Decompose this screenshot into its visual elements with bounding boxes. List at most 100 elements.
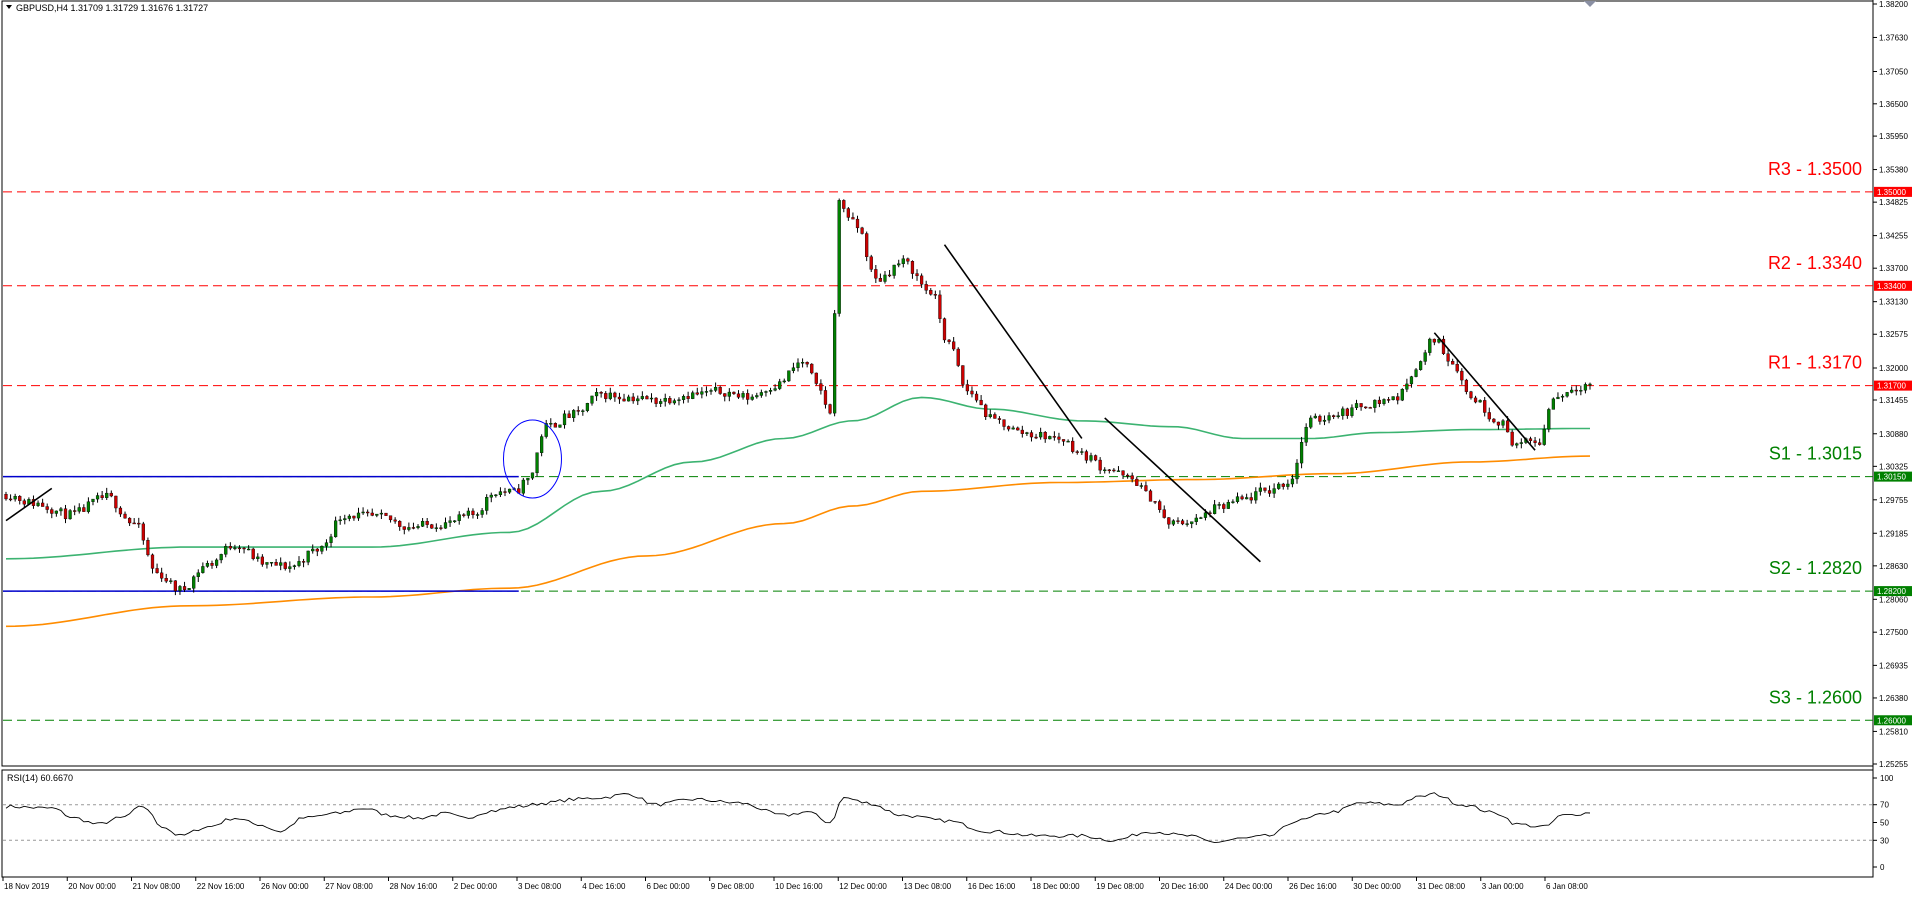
bearish-candle bbox=[869, 256, 873, 270]
bullish-candle bbox=[485, 497, 489, 511]
bullish-candle bbox=[791, 367, 796, 371]
bearish-candle bbox=[425, 521, 429, 525]
bullish-candle bbox=[338, 519, 342, 522]
fast-moving-average-line bbox=[5, 396, 1590, 560]
bullish-candle bbox=[1277, 483, 1281, 489]
bullish-candle bbox=[636, 398, 640, 402]
support-price-tag-label: 1.30150 bbox=[1877, 473, 1906, 482]
bullish-candle bbox=[1171, 520, 1176, 525]
bearish-candle bbox=[132, 522, 136, 525]
price-tick-label: 1.35380 bbox=[1879, 166, 1908, 175]
bearish-candle bbox=[503, 491, 507, 493]
bullish-candle bbox=[1309, 417, 1313, 428]
bearish-candle bbox=[63, 508, 68, 520]
bearish-candle bbox=[851, 217, 855, 220]
bearish-candle bbox=[1574, 389, 1578, 392]
bearish-candle bbox=[1075, 451, 1079, 453]
bearish-candle bbox=[1483, 400, 1487, 413]
bullish-candle bbox=[608, 392, 612, 399]
bearish-candle bbox=[1318, 415, 1322, 422]
bearish-candle bbox=[1093, 455, 1098, 461]
bullish-candle bbox=[13, 496, 17, 500]
bearish-candle bbox=[915, 273, 919, 277]
symbol-info-label: GBPUSD,H4 1.31709 1.31729 1.31676 1.3172… bbox=[16, 3, 208, 13]
bullish-candle bbox=[489, 494, 493, 498]
bearish-candle bbox=[228, 546, 232, 549]
bullish-candle bbox=[1400, 389, 1404, 401]
bearish-candle bbox=[622, 398, 626, 402]
bearish-candle bbox=[1505, 420, 1510, 433]
time-tick-label: 31 Dec 08:00 bbox=[1418, 882, 1466, 891]
bullish-candle bbox=[1245, 497, 1249, 500]
time-tick-label: 19 Dec 08:00 bbox=[1096, 882, 1144, 891]
bullish-candle bbox=[581, 410, 585, 412]
bearish-candle bbox=[388, 515, 393, 521]
bearish-candle bbox=[402, 526, 406, 530]
bullish-candle bbox=[1299, 442, 1304, 464]
bullish-candle bbox=[1116, 470, 1121, 472]
bullish-candle bbox=[585, 403, 590, 411]
bearish-candle bbox=[924, 284, 928, 291]
bullish-candle bbox=[214, 559, 219, 566]
time-tick-label: 3 Dec 08:00 bbox=[518, 882, 562, 891]
time-tick-label: 22 Nov 16:00 bbox=[197, 882, 245, 891]
bullish-candle bbox=[1039, 432, 1043, 438]
bullish-candle bbox=[1551, 398, 1555, 410]
support-price-tag bbox=[1874, 715, 1912, 726]
bearish-candle bbox=[1496, 421, 1501, 426]
bearish-candle bbox=[993, 414, 997, 419]
time-tick-label: 18 Dec 00:00 bbox=[1032, 882, 1080, 891]
bearish-candle bbox=[1144, 485, 1148, 492]
time-tick-label: 24 Dec 00:00 bbox=[1225, 882, 1273, 891]
bullish-candle bbox=[379, 512, 384, 515]
bearish-candle bbox=[1538, 442, 1542, 445]
bearish-candle bbox=[1130, 475, 1134, 480]
time-tick-label: 28 Nov 16:00 bbox=[390, 882, 438, 891]
collapse-arrow-icon[interactable] bbox=[6, 5, 12, 9]
bullish-candle bbox=[265, 562, 269, 565]
bearish-candle bbox=[1112, 469, 1116, 472]
price-panel-frame bbox=[1, 0, 1874, 767]
slow-moving-average-line bbox=[5, 455, 1591, 628]
bullish-candle bbox=[562, 413, 567, 426]
price-tick-label: 1.28630 bbox=[1879, 562, 1908, 571]
bearish-candle bbox=[984, 404, 988, 418]
support-price-tag bbox=[1874, 471, 1912, 482]
bullish-candle bbox=[361, 511, 365, 514]
chart-shift-marker-icon[interactable] bbox=[1584, 1, 1596, 7]
resistance-price-tag bbox=[1874, 380, 1912, 391]
price-tick-label: 1.34825 bbox=[1879, 198, 1908, 207]
bearish-candle bbox=[718, 387, 722, 394]
bearish-candle bbox=[1148, 490, 1153, 502]
bearish-candle bbox=[1125, 474, 1130, 477]
bullish-candle bbox=[1212, 504, 1217, 514]
bullish-candle bbox=[626, 396, 631, 402]
bearish-candle bbox=[1043, 432, 1047, 440]
bullish-candle bbox=[659, 401, 663, 404]
bullish-candle bbox=[306, 550, 310, 563]
bullish-candle bbox=[105, 492, 109, 498]
bearish-candle bbox=[462, 514, 466, 516]
bullish-candle bbox=[1139, 485, 1143, 487]
bearish-candle bbox=[210, 563, 214, 566]
price-tick-label: 1.35950 bbox=[1879, 132, 1908, 141]
bullish-candle bbox=[247, 548, 251, 551]
bullish-candle bbox=[1194, 517, 1198, 522]
bullish-candle bbox=[590, 395, 594, 404]
bearish-candle bbox=[846, 208, 850, 218]
bearish-candle bbox=[1002, 419, 1006, 427]
bearish-candle bbox=[1469, 391, 1473, 399]
bearish-candle bbox=[315, 548, 319, 552]
trendline bbox=[5, 487, 53, 522]
bullish-candle bbox=[1258, 487, 1263, 492]
bearish-candle bbox=[8, 498, 13, 501]
bearish-candle bbox=[961, 365, 965, 385]
time-tick-label: 10 Dec 16:00 bbox=[775, 882, 823, 891]
bearish-candle bbox=[1180, 520, 1185, 525]
bearish-candle bbox=[100, 495, 104, 498]
bearish-candle bbox=[127, 517, 132, 524]
trendlines bbox=[5, 244, 1536, 563]
time-tick-label: 3 Jan 00:00 bbox=[1482, 882, 1524, 891]
